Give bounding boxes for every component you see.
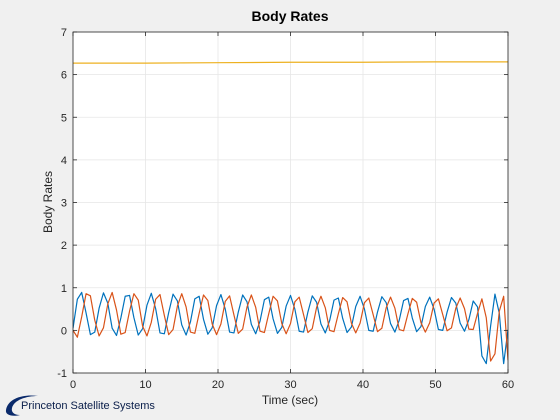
- logo-text: Princeton Satellite Systems: [21, 400, 155, 412]
- chart-title: Body Rates: [251, 8, 328, 24]
- y-tick-label: 6: [61, 70, 67, 82]
- y-tick-label: 2: [61, 240, 67, 252]
- x-axis-label: Time (sec): [262, 393, 318, 407]
- series-group: [73, 61, 508, 365]
- logo-swoosh-icon: [5, 395, 39, 416]
- y-tick-label: 5: [61, 112, 67, 124]
- y-tick-label: 1: [61, 283, 67, 295]
- x-tick-label: 60: [502, 379, 514, 391]
- y-tick-label: 7: [61, 27, 67, 39]
- y-tick-label: 4: [61, 155, 67, 167]
- series-line-2: [73, 291, 508, 362]
- y-axis-label: Body Rates: [41, 171, 55, 233]
- company-logo: Princeton Satellite Systems: [2, 390, 172, 418]
- x-tick-label: 20: [212, 379, 224, 391]
- x-tick-label: 40: [357, 379, 369, 391]
- y-tick-label: 3: [61, 198, 67, 210]
- y-tick-label: 0: [61, 325, 67, 337]
- x-tick-label: 30: [284, 379, 296, 391]
- x-tick-label: 10: [139, 379, 151, 391]
- x-tick-label: 50: [429, 379, 441, 391]
- series-line-3: [73, 61, 508, 64]
- x-tick-label: 0: [70, 379, 76, 391]
- y-tick-label: -1: [57, 368, 67, 380]
- series-line-1: [73, 291, 508, 365]
